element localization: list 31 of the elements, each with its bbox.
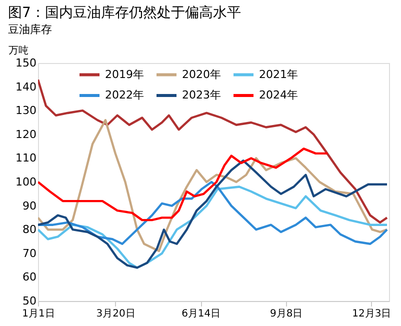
legend-label: 2021年 — [259, 68, 298, 81]
y-tick-label: 90 — [22, 199, 36, 212]
y-axis-title: 万吨 — [8, 44, 28, 56]
x-tick-label: 6月14日 — [182, 308, 221, 320]
line-series — [38, 180, 388, 245]
y-tick-label: 140 — [16, 80, 36, 94]
y-tick-label: 130 — [16, 104, 36, 118]
x-tick-label: 3月20日 — [96, 308, 136, 320]
y-tick-label: 150 — [16, 56, 36, 70]
y-tick-label: 50 — [22, 294, 36, 308]
legend-label: 2024年 — [259, 88, 298, 102]
y-tick-label: 120 — [16, 128, 36, 141]
y-tick-label: 80 — [22, 223, 36, 236]
y-tick-label: 110 — [16, 152, 36, 165]
y-tick-label: 100 — [16, 176, 36, 188]
chart-subtitle: 豆油库存 — [8, 23, 52, 36]
legend-label: 2020年 — [182, 68, 221, 81]
line-series — [38, 119, 388, 252]
line-series — [38, 148, 329, 222]
line-series — [38, 159, 388, 269]
x-tick-label: 12月3日 — [352, 308, 392, 320]
line-series — [38, 186, 388, 269]
chart-title: 图7：国内豆油库存仍然处于偏高水平 — [8, 5, 241, 21]
y-tick-label: 60 — [22, 270, 36, 284]
x-tick-label: 1月1日 — [22, 308, 55, 320]
legend-label: 2019年 — [105, 68, 144, 81]
line-series — [38, 78, 388, 224]
legend-label: 2023年 — [182, 88, 221, 102]
x-tick-label: 9月8日 — [270, 308, 303, 320]
y-tick-label: 70 — [22, 246, 36, 260]
legend-label: 2022年 — [105, 88, 144, 102]
